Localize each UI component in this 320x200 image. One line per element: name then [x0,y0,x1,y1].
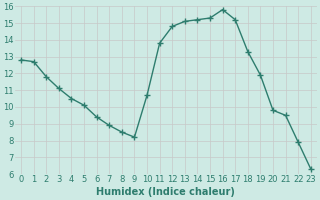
X-axis label: Humidex (Indice chaleur): Humidex (Indice chaleur) [97,187,236,197]
